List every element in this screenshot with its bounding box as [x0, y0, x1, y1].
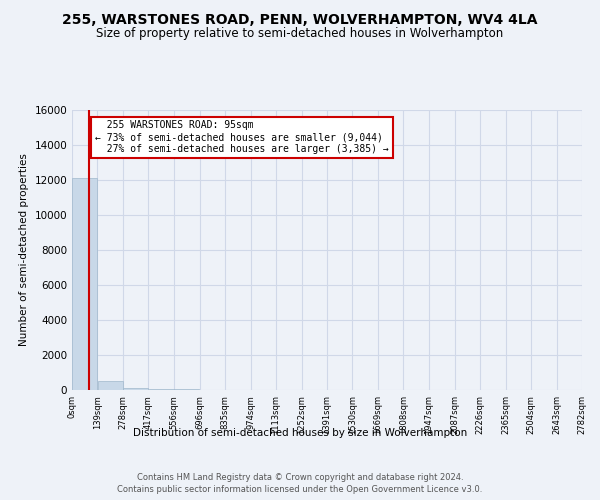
- Text: 255, WARSTONES ROAD, PENN, WOLVERHAMPTON, WV4 4LA: 255, WARSTONES ROAD, PENN, WOLVERHAMPTON…: [62, 12, 538, 26]
- Bar: [98, 381, 123, 390]
- Text: Distribution of semi-detached houses by size in Wolverhampton: Distribution of semi-detached houses by …: [133, 428, 467, 438]
- Text: Contains public sector information licensed under the Open Government Licence v3: Contains public sector information licen…: [118, 485, 482, 494]
- Text: Contains HM Land Registry data © Crown copyright and database right 2024.: Contains HM Land Registry data © Crown c…: [137, 472, 463, 482]
- Bar: [149, 389, 174, 390]
- Bar: [123, 388, 148, 390]
- Text: 255 WARSTONES ROAD: 95sqm
← 73% of semi-detached houses are smaller (9,044)
  27: 255 WARSTONES ROAD: 95sqm ← 73% of semi-…: [95, 120, 389, 154]
- Text: Size of property relative to semi-detached houses in Wolverhampton: Size of property relative to semi-detach…: [97, 28, 503, 40]
- Y-axis label: Number of semi-detached properties: Number of semi-detached properties: [19, 154, 29, 346]
- Bar: [72, 178, 97, 390]
